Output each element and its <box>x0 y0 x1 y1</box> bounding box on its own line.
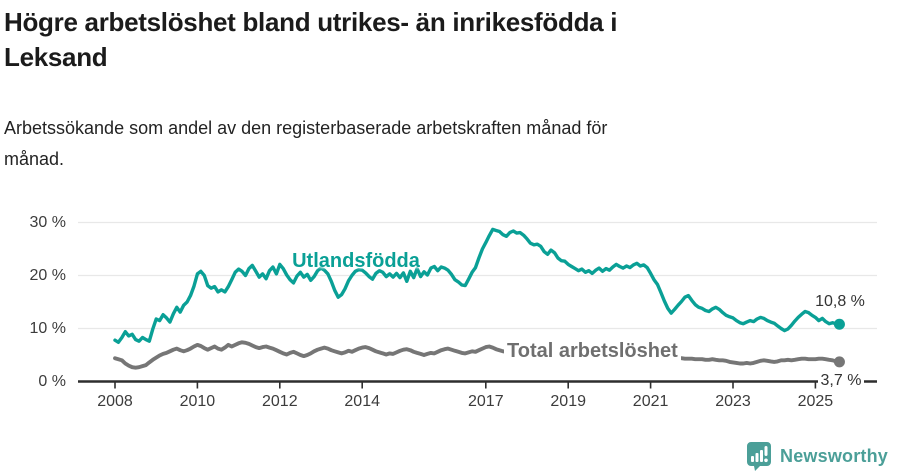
logo-exclamation-bar <box>764 446 768 456</box>
series-total-line <box>113 340 842 370</box>
end-value-foreign-born: 10,8 % <box>815 293 865 310</box>
newsworthy-logo-icon <box>747 442 771 471</box>
x-axis-label-2008: 2008 <box>97 393 133 410</box>
series-label-total-text: Total arbetslöshet <box>504 339 681 363</box>
series-label-foreign-born: Utlandsfödda <box>292 250 420 272</box>
y-axis-label-30: 30 % <box>29 213 66 231</box>
series-foreign-born-line <box>113 227 842 344</box>
page-title: Högre arbetslöshet bland utrikes- än inr… <box>4 5 864 75</box>
logo-bar-1 <box>751 456 754 462</box>
end-value-total: 3,7 % <box>806 372 876 390</box>
series-label-total: Total arbetslöshet <box>504 339 681 363</box>
page-title-line1: Högre arbetslöshet bland utrikes- än inr… <box>4 7 618 37</box>
newsworthy-logo[interactable]: Newsworthy <box>745 440 888 472</box>
x-axis-label-2025: 2025 <box>797 393 834 410</box>
logo-bar-3 <box>760 450 763 462</box>
x-axis-ticks <box>114 381 817 389</box>
x-axis-label-2023: 2023 <box>715 393 751 410</box>
x-axis-label-2017: 2017 <box>468 393 504 410</box>
series-foreign-born-endpoint <box>833 318 845 330</box>
y-axis-label-0: 0 % <box>38 372 66 390</box>
newsworthy-logo-text: Newsworthy <box>780 446 889 466</box>
logo-bar-2 <box>755 453 759 462</box>
gridlines <box>78 221 877 330</box>
series-total-endpoint <box>833 356 845 368</box>
chart-subtitle: Arbetssökande som andel av den registerb… <box>4 113 864 175</box>
logo-exclamation-dot <box>764 458 768 463</box>
chart-subtitle-line2: månad. <box>4 149 65 169</box>
x-axis-label-2014: 2014 <box>344 393 380 410</box>
chart-subtitle-line1: Arbetssökande som andel av den registerb… <box>4 118 608 138</box>
end-value-total-text: 3,7 % <box>817 372 865 389</box>
x-axis-label-2010: 2010 <box>179 393 216 410</box>
y-axis-label-10: 10 % <box>29 319 66 337</box>
x-axis-label-2019: 2019 <box>550 393 586 410</box>
page-title-line2: Leksand <box>4 42 108 72</box>
x-axis-label-2012: 2012 <box>262 393 298 410</box>
x-axis-label-2021: 2021 <box>632 393 669 410</box>
y-axis-label-20: 20 % <box>29 266 66 284</box>
